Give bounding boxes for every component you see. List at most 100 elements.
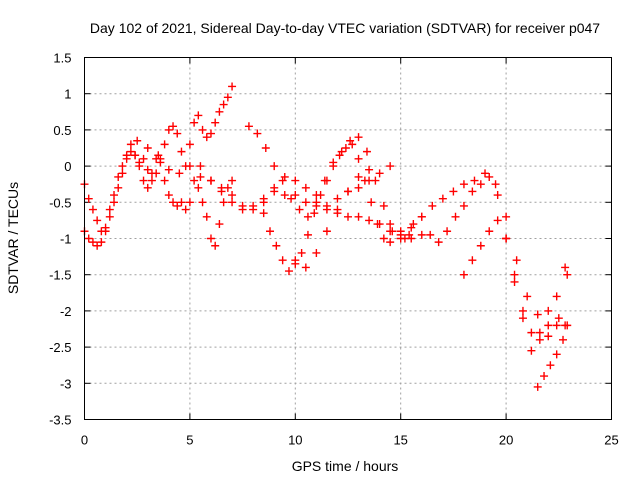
data-point [362, 147, 371, 156]
data-point [365, 165, 374, 174]
grid-lines [84, 57, 612, 420]
data-point [295, 205, 304, 214]
data-point [185, 198, 194, 207]
data-point [438, 194, 447, 203]
data-point [270, 162, 279, 171]
data-point [523, 292, 532, 301]
y-tick-label: 0 [64, 159, 71, 174]
data-point [164, 191, 173, 200]
data-point [126, 140, 135, 149]
data-point [563, 321, 572, 330]
data-point [131, 151, 140, 160]
data-point [185, 162, 194, 171]
data-point [301, 263, 310, 272]
data-point [259, 209, 268, 218]
data-point [333, 194, 342, 203]
data-point [122, 154, 131, 163]
series-track-6 [259, 140, 395, 276]
data-point [544, 321, 553, 330]
data-point [206, 129, 215, 138]
data-point [535, 328, 544, 337]
data-point [133, 136, 142, 145]
data-point [502, 212, 511, 221]
data-point [400, 234, 409, 243]
data-point [344, 187, 352, 196]
x-tick-label: 0 [81, 433, 88, 448]
series-track-9 [400, 172, 570, 355]
x-tick-label: 15 [393, 433, 407, 448]
x-tick-label: 5 [186, 433, 193, 448]
data-point [379, 234, 388, 243]
data-point [563, 270, 572, 279]
data-point [88, 205, 97, 214]
data-point [88, 238, 97, 247]
data-point [93, 216, 102, 225]
data-point [198, 125, 207, 134]
series-track-2 [80, 147, 237, 250]
data-point [459, 201, 468, 210]
data-point [303, 212, 312, 221]
data-point [291, 176, 300, 185]
data-point [215, 220, 224, 229]
data-point [206, 234, 215, 243]
data-point [105, 205, 114, 214]
chart-title: Day 102 of 2021, Sidereal Day-to-day VTE… [90, 20, 600, 36]
data-point [190, 176, 199, 185]
data-point [177, 147, 186, 156]
data-point [365, 216, 374, 225]
data-point [215, 107, 224, 116]
data-point [135, 162, 144, 171]
data-point [354, 212, 363, 221]
data-point [333, 205, 342, 214]
data-point [211, 241, 220, 250]
data-point [459, 180, 468, 189]
data-point [367, 198, 376, 207]
data-point [518, 314, 527, 323]
data-point [476, 180, 485, 189]
data-point [202, 212, 211, 221]
data-point [278, 256, 287, 265]
data-point [164, 165, 173, 174]
data-point [485, 227, 494, 236]
x-tick-label: 10 [288, 433, 302, 448]
data-point [544, 306, 553, 315]
data-point [360, 176, 369, 185]
data-point [196, 172, 205, 181]
data-point [322, 227, 331, 236]
data-point [185, 140, 194, 149]
data-point [373, 220, 382, 229]
data-point [322, 176, 331, 185]
data-point [160, 176, 169, 185]
data-point [533, 382, 542, 391]
data-point [375, 169, 384, 178]
data-point [546, 361, 555, 370]
data-point [405, 230, 414, 239]
data-point [217, 187, 226, 196]
data-point [527, 328, 536, 337]
data-point [249, 205, 258, 214]
data-point [428, 201, 437, 210]
data-point [552, 292, 561, 301]
data-point [303, 230, 312, 239]
data-point [468, 187, 477, 196]
data-point [354, 172, 363, 181]
data-point [329, 162, 338, 171]
data-point [312, 198, 321, 207]
data-point [322, 201, 331, 210]
data-point [426, 230, 435, 239]
data-point [154, 151, 163, 160]
data-point [527, 346, 536, 355]
data-point [284, 267, 293, 276]
data-point [190, 118, 199, 127]
data-point [552, 350, 561, 359]
data-point [354, 133, 363, 142]
data-point [443, 227, 452, 236]
data-point [493, 191, 502, 200]
data-point [386, 238, 395, 247]
data-point [491, 180, 500, 189]
data-point [219, 198, 228, 207]
data-point [354, 183, 363, 192]
data-point [143, 144, 152, 152]
data-point [228, 82, 237, 91]
